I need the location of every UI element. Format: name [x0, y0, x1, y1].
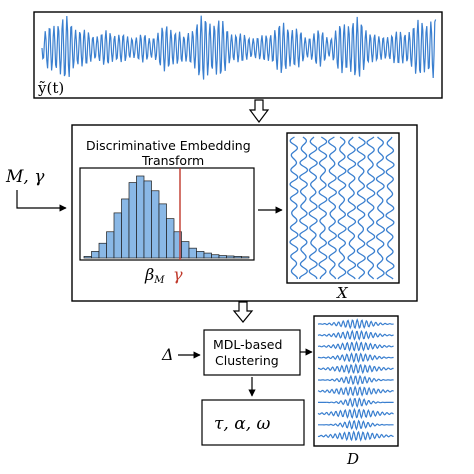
x-column-wave [375, 136, 386, 280]
histogram-bar [128, 182, 137, 259]
x-label: X [336, 284, 349, 302]
x-column-wave [318, 136, 328, 280]
x-column-wave [347, 136, 357, 280]
d-row-wave [317, 407, 394, 420]
histogram-bar [113, 212, 122, 259]
histogram-bar [218, 255, 227, 259]
d-row-wave [318, 419, 394, 431]
result-label: τ, α, ω [214, 414, 271, 434]
gamma-label: γ [173, 265, 183, 284]
d-label: D [346, 450, 359, 468]
d-row-wave [318, 397, 394, 409]
signal-box [33, 11, 443, 99]
beta-subscript: M [153, 275, 165, 286]
clustering-line1: MDL-based [213, 337, 282, 352]
x-column-wave [356, 136, 366, 280]
clustering-line2: Clustering [215, 353, 279, 368]
histogram-bar [83, 256, 92, 259]
d-row-wave [317, 329, 394, 341]
d-row-wave [317, 318, 394, 330]
x-column-wave [337, 136, 347, 280]
d-row-wave [317, 430, 394, 442]
histogram-bar [158, 203, 167, 259]
histogram-bar [151, 190, 160, 259]
x-matrix-waves [289, 136, 395, 280]
histogram-bar [226, 255, 235, 259]
d-matrix-waves [317, 318, 394, 442]
embedding-title-line2: Transform [141, 153, 204, 168]
histogram-bar [98, 242, 107, 259]
histogram-bar [203, 252, 212, 259]
histogram-bar [188, 247, 197, 259]
histogram-bars [83, 175, 250, 259]
d-row-wave [317, 362, 394, 375]
params-label: M, γ [5, 167, 45, 187]
histogram-bar [241, 256, 250, 259]
signal-label: ỹ(t) [37, 79, 64, 97]
histogram-bar [211, 254, 220, 259]
x-column-wave [299, 136, 309, 279]
result-box [201, 399, 305, 446]
histogram-bar [91, 251, 100, 259]
down-arrow-1 [248, 99, 270, 123]
x-column-wave [289, 136, 299, 280]
histogram-bar [106, 231, 115, 259]
down-arrow-2 [232, 301, 254, 323]
params-arrow [16, 190, 67, 212]
d-row-wave [318, 374, 394, 386]
histogram-bar [233, 256, 242, 259]
embedding-box [71, 124, 418, 302]
delta-label: Δ [161, 345, 174, 364]
histogram-bar [143, 180, 152, 259]
histogram-bar [121, 198, 130, 259]
x-column-wave [366, 136, 376, 280]
d-row-wave [317, 385, 394, 397]
x-column-wave [308, 136, 318, 280]
histogram-bar [196, 251, 205, 259]
signal-waveform [41, 15, 437, 80]
x-column-wave [327, 136, 337, 280]
histogram-bar [136, 175, 145, 259]
d-row-wave [317, 340, 394, 352]
beta-label: βM [144, 265, 165, 286]
x-column-wave [385, 136, 395, 280]
histogram-bar [181, 241, 190, 259]
histogram-bar [166, 218, 175, 259]
embedding-title-line1: Discriminative Embedding [86, 138, 251, 153]
d-row-wave [317, 352, 394, 364]
